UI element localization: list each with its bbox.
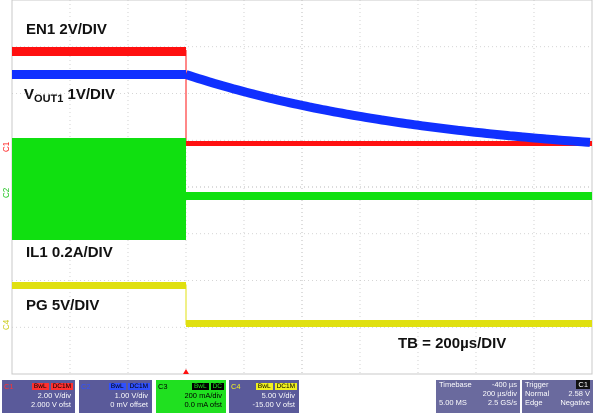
ch1-vdiv: 2.00 V/div: [37, 391, 71, 400]
ch4-offset: -15.00 V ofst: [252, 400, 295, 409]
ch1-ground-marker: C1: [2, 141, 11, 152]
ch1-id: C1: [4, 381, 14, 391]
ch3-offset: 0.0 mA ofst: [184, 400, 222, 409]
ch2-trace-high: [12, 70, 186, 79]
ch1-trace-high: [12, 47, 186, 56]
ch3-descriptor[interactable]: C3 BwL DC 200 mA/div 0.0 mA ofst: [156, 380, 226, 413]
ch4-ground-marker: C4: [2, 319, 11, 330]
ch1-trace-low: [186, 141, 592, 146]
ch3-trace-switching: [12, 138, 186, 240]
ch2-tag-bw: BwL: [108, 383, 126, 390]
ch2-descriptor[interactable]: C2 BwL DC1M 1.00 V/div 0 mV offset: [79, 380, 152, 413]
ch2-offset: 0 mV offset: [110, 400, 148, 409]
ch1-tag-bw: BwL: [31, 383, 49, 390]
ch4-descriptor[interactable]: C4 BwL DC1M 5.00 V/div -15.00 V ofst: [229, 380, 299, 413]
ch3-trace-zero: [186, 192, 592, 200]
trigger-panel[interactable]: Trigger C1 Normal 2.58 V Edge Negative: [522, 380, 593, 413]
timebase-samples: 5.00 MS: [439, 398, 467, 407]
timebase-per-div: 200 µs/div: [482, 389, 517, 398]
status-bar: C1 BwL DC1M 2.00 V/div 2.000 V ofst C2 BwL…: [0, 378, 595, 415]
trigger-title: Trigger: [525, 380, 549, 389]
ch4-vdiv: 5.00 V/div: [261, 391, 295, 400]
ch4-trace-low: [186, 320, 592, 327]
ch2-vdiv: 1.00 V/div: [114, 391, 148, 400]
timebase-panel[interactable]: Timebase -400 µs 200 µs/div 5.00 MS 2.5 GS…: [436, 380, 520, 413]
ch2-trace-decay: [184, 70, 591, 147]
ch4-tag-bw: BwL: [255, 383, 273, 390]
timebase-title: Timebase: [439, 380, 472, 389]
trigger-slope: Negative: [560, 398, 590, 407]
ch3-tag-bw: BwL: [191, 383, 209, 390]
timebase-rate: 2.5 GS/s: [487, 398, 517, 407]
ch4-id: C4: [231, 381, 241, 391]
trigger-level: 2.58 V: [568, 389, 590, 398]
ch1-tag-coupling: DC1M: [50, 383, 73, 390]
ch1-descriptor[interactable]: C1 BwL DC1M 2.00 V/div 2.000 V ofst: [2, 380, 75, 413]
ch4-trace-high: [12, 282, 186, 289]
trigger-mode: Normal: [525, 389, 550, 398]
waveform-traces: [12, 47, 592, 327]
trigger-marker: [183, 369, 189, 374]
ch2-label-rest: 1V/DIV: [63, 86, 116, 103]
ch3-ground-marker: C2: [2, 187, 11, 198]
ch2-trace-label: VOUT1 1V/DIV: [24, 86, 115, 105]
timebase-note: TB = 200µs/DIV: [398, 335, 507, 352]
ch2-label-main: V: [24, 86, 35, 103]
ch3-trace-label: IL1 0.2A/DIV: [26, 244, 113, 261]
ch1-trace-label: EN1 2V/DIV: [26, 21, 107, 38]
trigger-channel: C1: [576, 380, 590, 389]
ch4-tag-coupling: DC1M: [274, 383, 297, 390]
ch1-offset: 2.000 V ofst: [30, 400, 71, 409]
ch3-id: C3: [158, 381, 168, 391]
ch2-tag-coupling: DC1M: [127, 383, 150, 390]
ch2-id: C2: [81, 381, 91, 391]
trigger-type: Edge: [525, 398, 543, 407]
ch3-tag-coupling: DC: [210, 383, 224, 390]
ch3-vdiv: 200 mA/div: [184, 391, 222, 400]
ch4-trace-label: PG 5V/DIV: [26, 297, 100, 314]
timebase-delay: -400 µs: [491, 380, 517, 389]
waveform-plot: [11, 0, 593, 375]
ch2-label-sub: OUT1: [34, 93, 64, 105]
